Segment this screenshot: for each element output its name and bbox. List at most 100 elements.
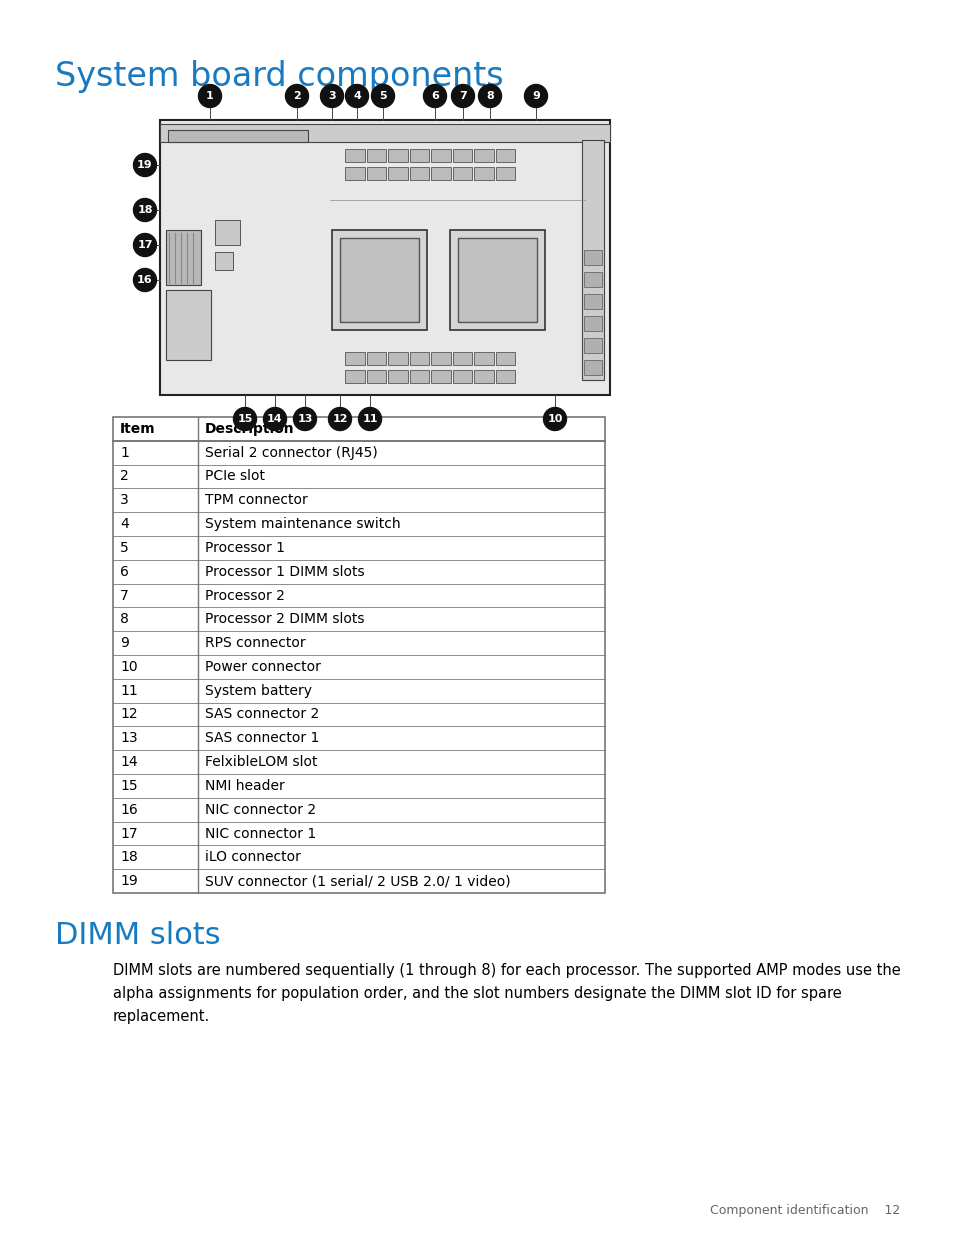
- Text: RPS connector: RPS connector: [205, 636, 305, 650]
- Text: Item: Item: [120, 422, 155, 436]
- Text: 19: 19: [120, 874, 137, 888]
- Circle shape: [133, 153, 156, 177]
- Circle shape: [263, 408, 286, 431]
- Bar: [388, 352, 407, 366]
- Text: NIC connector 1: NIC connector 1: [205, 826, 315, 841]
- Bar: [431, 370, 450, 383]
- Circle shape: [198, 84, 221, 107]
- Bar: [345, 370, 364, 383]
- Circle shape: [345, 84, 368, 107]
- Bar: [583, 338, 601, 353]
- Text: 12: 12: [332, 414, 348, 424]
- Bar: [388, 370, 407, 383]
- Circle shape: [294, 408, 316, 431]
- Text: 10: 10: [120, 659, 137, 674]
- Text: 3: 3: [120, 493, 129, 508]
- Bar: [452, 167, 472, 180]
- Bar: [409, 149, 429, 162]
- Circle shape: [133, 233, 156, 257]
- Text: NIC connector 2: NIC connector 2: [205, 803, 315, 816]
- Bar: [495, 352, 515, 366]
- Circle shape: [328, 408, 351, 431]
- Bar: [583, 316, 601, 331]
- Bar: [168, 130, 308, 142]
- Bar: [431, 167, 450, 180]
- Text: SUV connector (1 serial/ 2 USB 2.0/ 1 video): SUV connector (1 serial/ 2 USB 2.0/ 1 vi…: [205, 874, 510, 888]
- Text: 10: 10: [547, 414, 562, 424]
- Bar: [583, 272, 601, 287]
- FancyBboxPatch shape: [457, 238, 537, 322]
- Bar: [474, 149, 493, 162]
- Text: Processor 2 DIMM slots: Processor 2 DIMM slots: [205, 613, 364, 626]
- Text: 16: 16: [137, 275, 152, 285]
- Bar: [431, 352, 450, 366]
- Text: 12: 12: [120, 708, 137, 721]
- Bar: [452, 352, 472, 366]
- Bar: [166, 230, 201, 285]
- Text: FelxibleLOM slot: FelxibleLOM slot: [205, 755, 317, 769]
- Text: DIMM slots: DIMM slots: [55, 921, 220, 950]
- FancyBboxPatch shape: [112, 417, 604, 893]
- Text: 17: 17: [137, 240, 152, 249]
- Text: 2: 2: [293, 91, 300, 101]
- Bar: [409, 167, 429, 180]
- Text: TPM connector: TPM connector: [205, 493, 308, 508]
- Text: 9: 9: [120, 636, 129, 650]
- Bar: [388, 167, 407, 180]
- Bar: [581, 140, 603, 380]
- Bar: [366, 352, 386, 366]
- Bar: [474, 370, 493, 383]
- Text: NMI header: NMI header: [205, 779, 284, 793]
- Text: 15: 15: [120, 779, 137, 793]
- Text: 14: 14: [120, 755, 137, 769]
- Circle shape: [133, 268, 156, 291]
- Bar: [409, 352, 429, 366]
- FancyBboxPatch shape: [450, 230, 544, 330]
- Circle shape: [423, 84, 446, 107]
- Bar: [409, 370, 429, 383]
- Bar: [366, 370, 386, 383]
- Circle shape: [543, 408, 566, 431]
- Circle shape: [233, 408, 256, 431]
- Bar: [495, 370, 515, 383]
- Text: 4: 4: [120, 517, 129, 531]
- Text: Processor 2: Processor 2: [205, 589, 285, 603]
- Bar: [583, 249, 601, 266]
- Text: 5: 5: [120, 541, 129, 555]
- Text: 14: 14: [267, 414, 282, 424]
- Text: 15: 15: [237, 414, 253, 424]
- Text: 13: 13: [120, 731, 137, 745]
- Text: 17: 17: [120, 826, 137, 841]
- Text: 1: 1: [120, 446, 129, 459]
- Text: 6: 6: [431, 91, 438, 101]
- Circle shape: [285, 84, 308, 107]
- Bar: [366, 167, 386, 180]
- Bar: [345, 352, 364, 366]
- Text: Description: Description: [205, 422, 294, 436]
- Bar: [214, 252, 233, 270]
- Circle shape: [320, 84, 343, 107]
- Text: 1: 1: [206, 91, 213, 101]
- Circle shape: [524, 84, 547, 107]
- Bar: [160, 124, 609, 142]
- Text: 4: 4: [353, 91, 360, 101]
- Bar: [166, 290, 211, 359]
- Bar: [474, 352, 493, 366]
- Text: 18: 18: [120, 851, 137, 864]
- Text: 19: 19: [137, 161, 152, 170]
- Text: System board components: System board components: [55, 61, 503, 93]
- Circle shape: [133, 199, 156, 221]
- Circle shape: [371, 84, 395, 107]
- Bar: [388, 149, 407, 162]
- Text: 18: 18: [137, 205, 152, 215]
- Bar: [583, 359, 601, 375]
- Text: 11: 11: [362, 414, 377, 424]
- Text: Component identification    12: Component identification 12: [709, 1204, 899, 1216]
- Bar: [495, 149, 515, 162]
- Circle shape: [451, 84, 474, 107]
- Bar: [345, 149, 364, 162]
- Bar: [214, 220, 240, 245]
- Bar: [495, 167, 515, 180]
- Circle shape: [478, 84, 501, 107]
- Text: 3: 3: [328, 91, 335, 101]
